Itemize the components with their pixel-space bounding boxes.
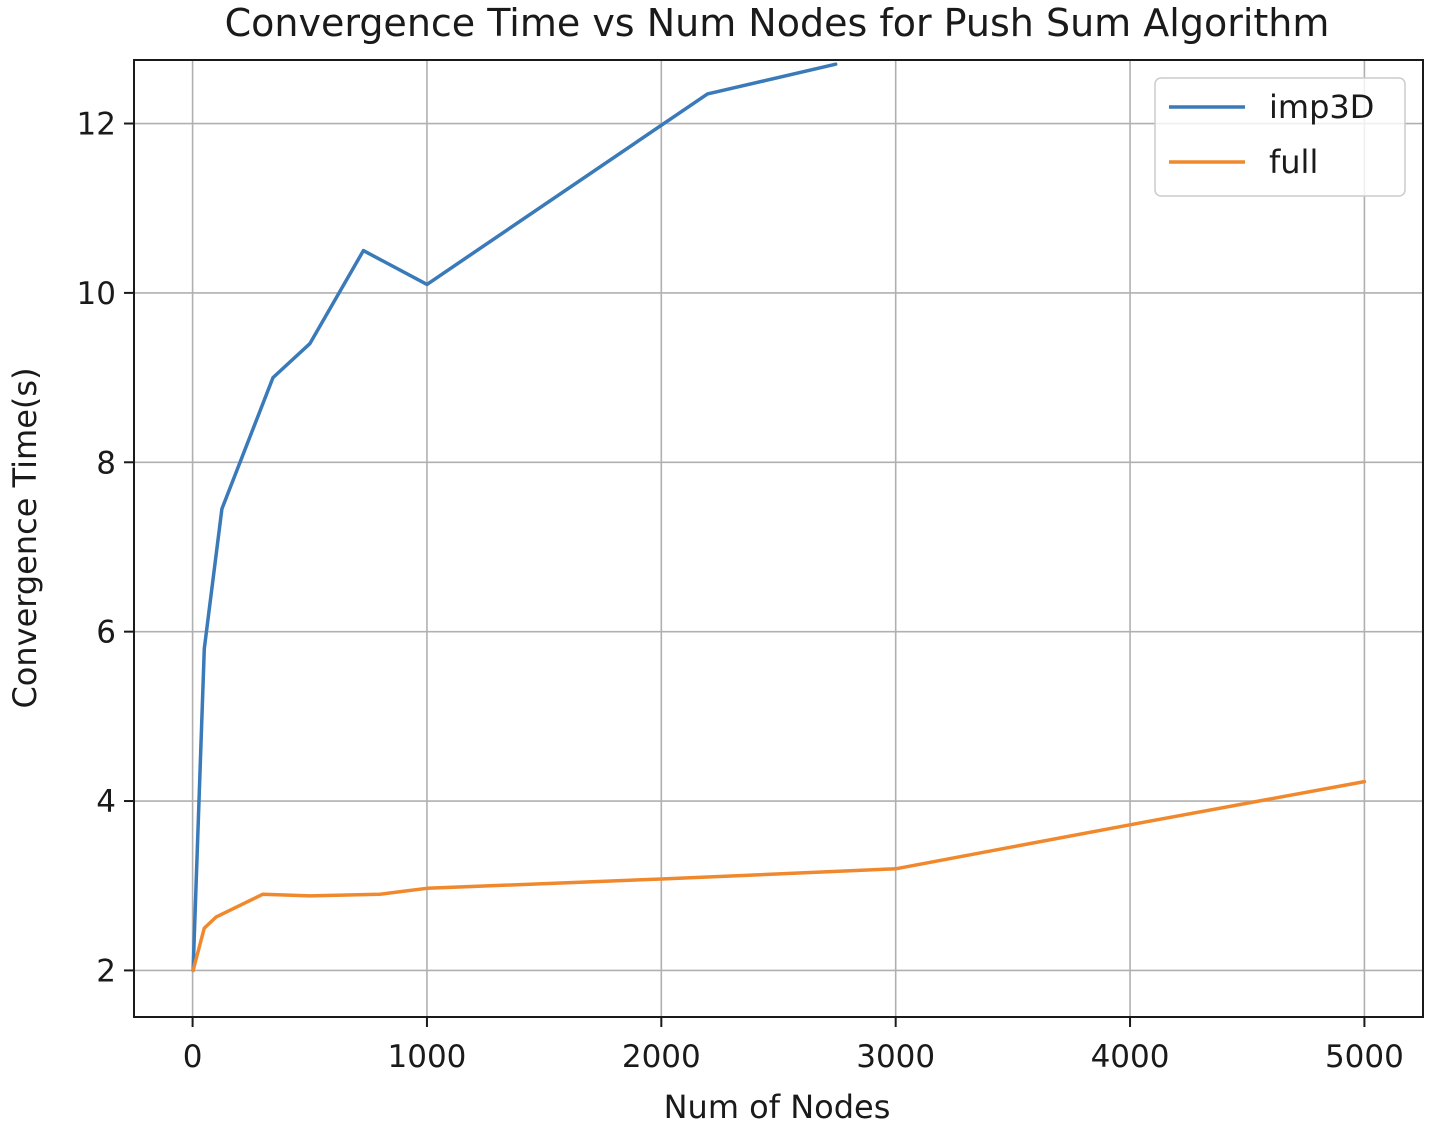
y-tick-label: 4 [96, 784, 116, 820]
y-tick-label: 2 [96, 953, 116, 989]
x-tick-label: 4000 [1091, 1039, 1170, 1075]
legend: imp3D full [1154, 77, 1406, 197]
legend-label-full: full [1269, 143, 1318, 181]
series-layer [191, 62, 1367, 973]
x-tick-label: 5000 [1325, 1039, 1404, 1075]
chart-title: Convergence Time vs Num Nodes for Push S… [225, 1, 1330, 45]
x-tick-label: 2000 [622, 1039, 701, 1075]
series-line-imp3d [191, 62, 838, 973]
x-axis-label: Num of Nodes [664, 1088, 891, 1126]
y-tick-label: 10 [77, 276, 116, 312]
ticks: 0 1000 2000 3000 4000 5000 2 4 6 8 10 12 [77, 107, 1404, 1075]
legend-label-imp3d: imp3D [1269, 88, 1374, 126]
x-tick-label: 0 [183, 1039, 203, 1075]
y-tick-label: 6 [96, 615, 116, 651]
y-tick-label: 12 [77, 107, 116, 143]
y-axis-label: Convergence Time(s) [6, 367, 44, 708]
grid [134, 60, 1423, 1017]
y-tick-label: 8 [96, 445, 116, 481]
x-tick-label: 1000 [388, 1039, 467, 1075]
x-tick-label: 3000 [856, 1039, 935, 1075]
plot-frame [133, 59, 1424, 1018]
series-line-full [191, 779, 1367, 973]
